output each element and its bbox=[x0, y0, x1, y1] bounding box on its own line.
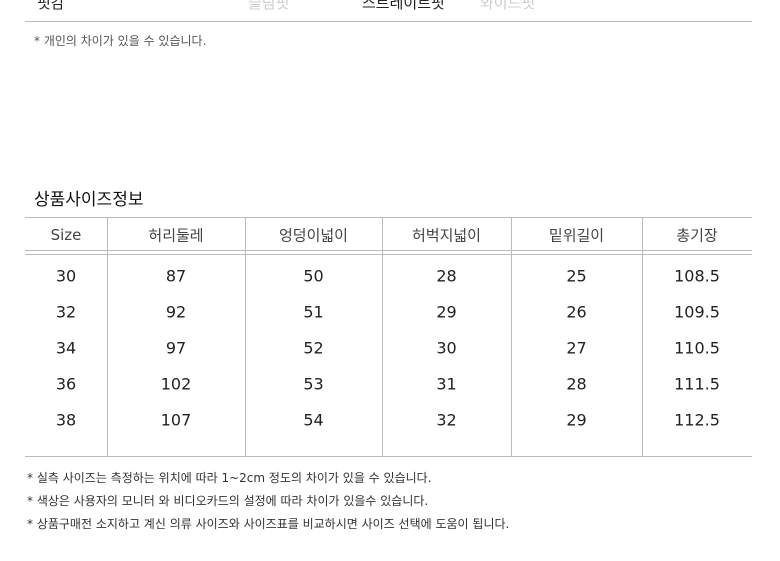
fit-note: * 개인의 차이가 있을 수 있습니다. bbox=[34, 34, 207, 48]
table-cell: 34 bbox=[55, 338, 77, 358]
column-header: 허벅지넓이 bbox=[411, 226, 481, 245]
size-note: * 실측 사이즈는 측정하는 위치에 따라 1~2cm 정도의 차이가 있을 수… bbox=[27, 471, 432, 485]
column-divider bbox=[245, 217, 246, 456]
column-header: 엉덩이넓이 bbox=[278, 226, 348, 245]
table-cell: 107 bbox=[160, 410, 192, 430]
fit-option: 슬림핏 bbox=[248, 0, 290, 12]
table-cell: 32 bbox=[55, 302, 77, 322]
table-cell: 108.5 bbox=[674, 266, 720, 286]
table-cell: 32 bbox=[436, 410, 457, 430]
table-cell: 28 bbox=[436, 266, 457, 286]
table-cell: 54 bbox=[303, 410, 324, 430]
table-cell: 26 bbox=[566, 302, 587, 322]
fit-option: 와이드핏 bbox=[480, 0, 536, 12]
table-cell: 51 bbox=[303, 302, 324, 322]
table-cell: 92 bbox=[165, 302, 187, 322]
table-cell: 97 bbox=[165, 338, 187, 358]
column-divider bbox=[642, 217, 643, 456]
table-border bbox=[25, 217, 752, 218]
table-cell: 28 bbox=[566, 374, 587, 394]
table-cell: 29 bbox=[436, 302, 457, 322]
table-cell: 111.5 bbox=[674, 374, 720, 394]
column-divider bbox=[511, 217, 512, 456]
table-cell: 50 bbox=[303, 266, 324, 286]
table-cell: 30 bbox=[55, 266, 77, 286]
divider bbox=[25, 21, 752, 22]
table-cell: 87 bbox=[165, 266, 187, 286]
table-cell: 112.5 bbox=[674, 410, 720, 430]
column-header: 밑위길이 bbox=[548, 226, 605, 245]
fit-option: 스트레이트핏 bbox=[362, 0, 445, 12]
table-cell: 38 bbox=[55, 410, 77, 430]
table-border bbox=[25, 250, 752, 251]
table-cell: 110.5 bbox=[674, 338, 720, 358]
column-divider bbox=[107, 217, 108, 456]
fit-label: 핏감 bbox=[37, 0, 65, 12]
column-header: 허리둘레 bbox=[148, 226, 204, 245]
table-cell: 25 bbox=[566, 266, 587, 286]
table-cell: 29 bbox=[566, 410, 587, 430]
column-header: Size bbox=[50, 226, 82, 244]
section-title: 상품사이즈정보 bbox=[34, 190, 144, 210]
table-cell: 30 bbox=[436, 338, 457, 358]
column-header: 총기장 bbox=[676, 226, 718, 245]
table-cell: 27 bbox=[566, 338, 587, 358]
table-border bbox=[25, 254, 752, 255]
table-cell: 102 bbox=[160, 374, 192, 394]
size-note: * 색상은 사용자의 모니터 와 비디오카드의 설정에 따라 차이가 있을수 있… bbox=[27, 494, 429, 508]
table-cell: 31 bbox=[436, 374, 457, 394]
table-cell: 52 bbox=[303, 338, 324, 358]
table-cell: 36 bbox=[55, 374, 77, 394]
table-cell: 109.5 bbox=[674, 302, 720, 322]
table-border bbox=[25, 456, 752, 457]
table-cell: 53 bbox=[303, 374, 324, 394]
column-divider bbox=[382, 217, 383, 456]
size-note: * 상품구매전 소지하고 계신 의류 사이즈와 사이즈표를 비교하시면 사이즈 … bbox=[27, 517, 510, 531]
